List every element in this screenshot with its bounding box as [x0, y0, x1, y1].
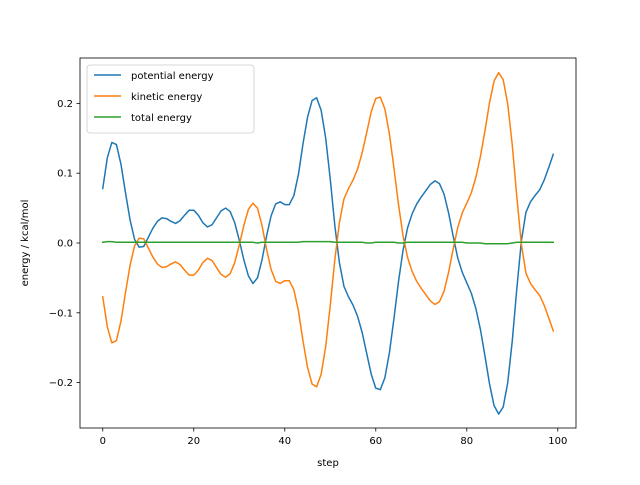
- legend-label-1: kinetic energy: [131, 92, 202, 103]
- legend-label-0: potential energy: [131, 71, 214, 82]
- x-tick-label: 20: [187, 436, 200, 447]
- y-axis-label: energy / kcal/mol: [20, 200, 31, 287]
- x-tick-label: 100: [548, 436, 567, 447]
- ticks-layer: 0 20 40 60 80 100 −0.2 −0.1 0.0 0.1 0.2: [49, 99, 568, 447]
- x-axis-label: step: [317, 458, 339, 469]
- plot-frame: [79, 57, 577, 429]
- series-line-2: [101, 240, 554, 245]
- x-tick-label: 40: [278, 436, 291, 447]
- y-tick-label: −0.1: [49, 308, 73, 319]
- legend-box: [86, 64, 255, 134]
- y-tick-label: 0.0: [57, 239, 73, 250]
- series-line-1: [101, 71, 555, 388]
- series-line-0: [101, 97, 555, 415]
- y-tick-label: −0.2: [49, 378, 73, 389]
- legend: potential energy kinetic energy total ener…: [86, 64, 255, 134]
- series-layer: [101, 71, 555, 415]
- x-tick-label: 0: [100, 436, 106, 447]
- legend-label-2: total energy: [131, 113, 192, 124]
- y-tick-label: 0.1: [57, 169, 73, 180]
- x-tick-label: 80: [460, 436, 473, 447]
- y-tick-label: 0.2: [57, 99, 73, 110]
- x-tick-label: 60: [369, 436, 382, 447]
